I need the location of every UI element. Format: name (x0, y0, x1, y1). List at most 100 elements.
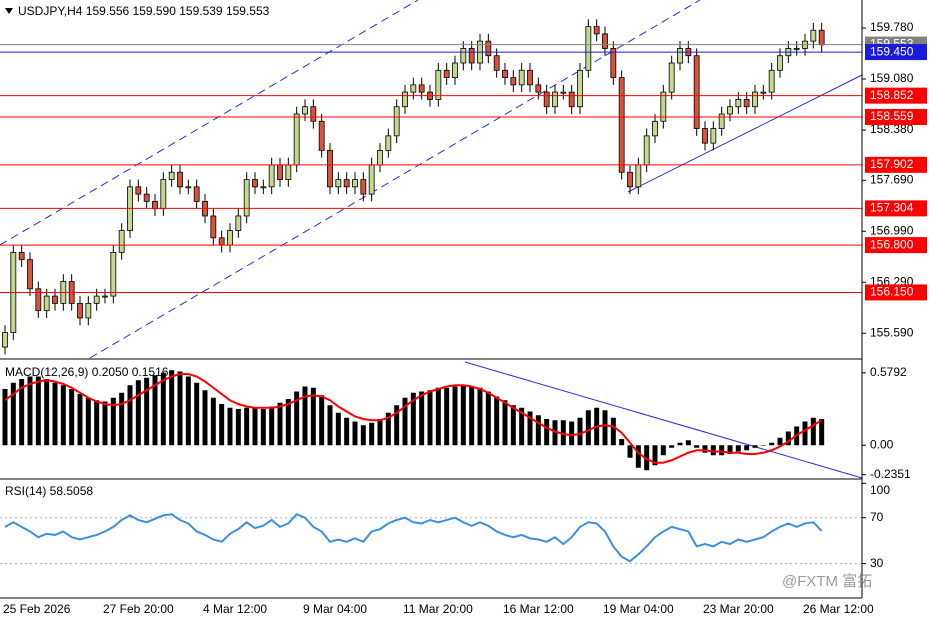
macd-bar (360, 425, 366, 446)
candle-body (77, 302, 83, 319)
candle-body (360, 179, 367, 195)
price-level-box (865, 87, 927, 104)
price-level-box (865, 237, 927, 254)
y-tick-label: 159.080 (870, 71, 914, 85)
price-level-box (865, 156, 927, 173)
candle-body (152, 200, 158, 210)
macd-bar (294, 391, 300, 446)
candle-body (193, 186, 200, 202)
candle-body (402, 91, 408, 108)
candle-body (185, 186, 192, 189)
candle-body (343, 179, 350, 188)
macd-bar (19, 379, 25, 446)
candle-body (385, 135, 392, 151)
x-tick-label: 4 Mar 12:00 (203, 602, 267, 616)
price-level-box (865, 284, 927, 301)
candle-body (327, 150, 333, 188)
macd-bar (202, 390, 208, 446)
macd-bar (810, 417, 816, 446)
candle-body (602, 33, 608, 49)
rsi-line (4, 513, 823, 563)
macd-bar (194, 382, 200, 446)
macd-bar (485, 391, 491, 446)
macd-bar (719, 445, 725, 456)
macd-bar (410, 392, 416, 446)
x-tick-label: 9 Mar 04:00 (303, 602, 367, 616)
x-tick-label: 25 Feb 2026 (3, 602, 71, 616)
macd-bar (744, 445, 750, 451)
y-tick-label: 100 (870, 483, 890, 497)
candle-body (493, 55, 500, 71)
candle-body (268, 164, 275, 188)
macd-bar (669, 445, 675, 448)
macd-bar (385, 412, 391, 446)
macd-bar (502, 400, 508, 446)
price-level-label: 159.450 (870, 44, 914, 58)
macd-bar (527, 411, 533, 446)
candle-body (377, 150, 383, 166)
macd-bar (260, 409, 266, 446)
macd-bar (210, 397, 216, 446)
macd-bar (377, 419, 383, 446)
candle-body (560, 91, 567, 94)
x-tick-label: 16 Mar 12:00 (503, 602, 574, 616)
candle-body (368, 164, 375, 195)
candle-body (618, 77, 625, 173)
channel-upper (0, 0, 419, 246)
candle-body (452, 62, 458, 78)
macd-bar (119, 392, 125, 446)
macd-bar (760, 445, 766, 446)
candle-body (585, 26, 592, 71)
menu-icon[interactable] (5, 8, 13, 14)
y-tick-label: 157.690 (870, 172, 914, 186)
macd-bar (27, 376, 33, 446)
candle-body (293, 113, 300, 166)
candle-body (543, 91, 550, 108)
candle-body (18, 251, 25, 261)
macd-bar (35, 376, 41, 446)
channel-lower (89, 0, 701, 359)
macd-bar (152, 375, 158, 446)
macd-bar (627, 445, 633, 458)
macd-bar (677, 442, 683, 446)
candle-body (302, 106, 308, 115)
macd-bar (327, 405, 333, 446)
macd-bar (477, 387, 483, 446)
candle-body (235, 215, 242, 231)
x-tick-label: 19 Mar 04:00 (603, 602, 674, 616)
candle-body (760, 91, 767, 94)
macd-bar (727, 445, 733, 454)
candle-body (160, 179, 167, 210)
macd-bar (610, 417, 616, 446)
macd-bar (235, 409, 241, 446)
candle-body (418, 84, 425, 93)
macd-bar (277, 402, 283, 446)
price-level-label: 156.800 (870, 237, 914, 251)
macd-bar (285, 399, 291, 446)
macd-bar (110, 397, 116, 446)
macd-bar (60, 385, 66, 446)
candle-body (285, 164, 292, 180)
candle-body (435, 69, 442, 100)
macd-bar (777, 437, 783, 446)
candle-body (643, 135, 650, 166)
macd-bar (635, 445, 641, 468)
candle-body (118, 230, 125, 253)
candle-body (677, 48, 683, 64)
candle-body (752, 91, 758, 108)
candle-body (352, 179, 358, 188)
y-tick-label: 30 (870, 556, 884, 570)
macd-bar (577, 417, 583, 446)
candle-body (527, 69, 533, 86)
candle-body (710, 128, 717, 144)
y-tick-label: 155.590 (870, 325, 914, 339)
macd-bar (685, 440, 691, 446)
rsi-title: RSI(14) 58.5058 (5, 484, 93, 498)
candle-body (260, 186, 267, 189)
macd-bar (244, 407, 250, 446)
candle-body (52, 295, 58, 304)
candle-body (110, 251, 117, 297)
y-tick-label: 156.990 (870, 223, 914, 237)
macd-bar (652, 445, 658, 466)
